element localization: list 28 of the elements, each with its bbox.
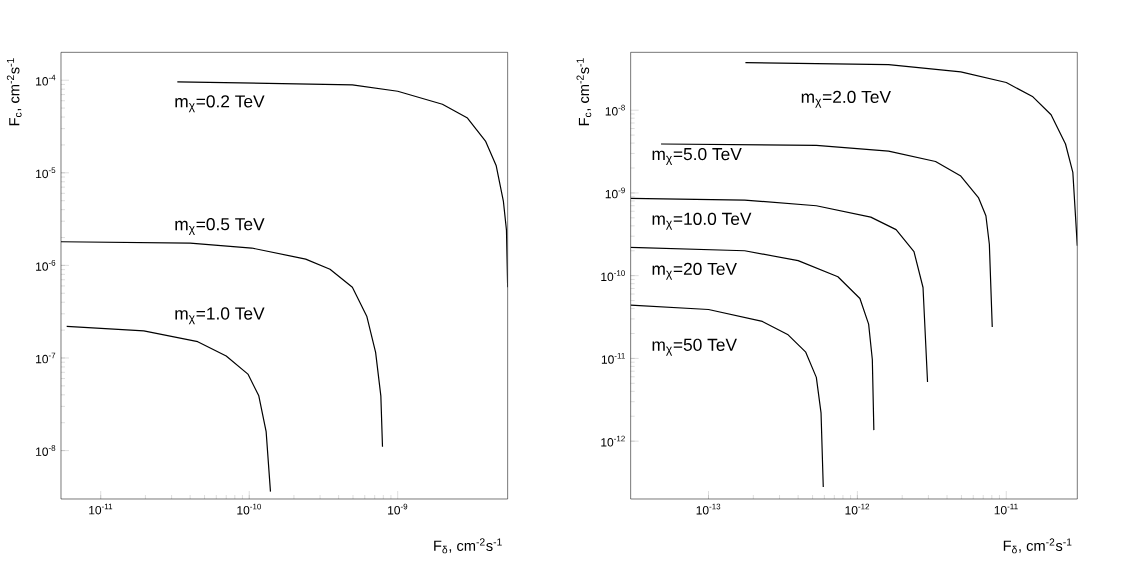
- y-tick-label: 10$^{-7}$: [36, 352, 56, 364]
- y-tick-label: 10$^{-5}$: [36, 167, 56, 179]
- x-tick-label: 10$^{-10}$: [237, 503, 262, 515]
- y-tick-label: 10$^{-6}$: [36, 260, 56, 271]
- series-label: m$_{χ}$=1.0 TeV: [175, 307, 265, 325]
- x-tick-label: 10$^{-11}$: [994, 503, 1018, 515]
- y-tick-label: 10$^{-12}$: [601, 435, 625, 447]
- x-axis-title: F$_{δ}$, cm$^{-2}$s$^{-1}$: [1003, 538, 1072, 554]
- series-label: m$_{χ}$=2.0 TeV: [801, 90, 891, 108]
- y-axis-title: F$_{c}$, cm$^{-2}$s$^{-1}$: [6, 58, 22, 126]
- y-axis-title: F$_{c}$, cm$^{-2}$s$^{-1}$: [576, 58, 592, 126]
- series-label: m$_{χ}$=50 TeV: [652, 338, 737, 356]
- x-tick-label: 10$^{-13}$: [696, 503, 721, 515]
- y-tick-label: 10$^{-10}$: [601, 270, 625, 282]
- x-tick-label: 10$^{-12}$: [845, 503, 870, 515]
- y-tick-label: 10$^{-4}$: [36, 74, 56, 86]
- series-label: m$_{χ}$=0.2 TeV: [175, 95, 265, 113]
- x-tick-label: 10$^{-11}$: [89, 503, 113, 515]
- series-label: m$_{χ}$=0.5 TeV: [175, 218, 265, 236]
- series-label: m$_{χ}$=20 TeV: [652, 262, 737, 280]
- y-tick-label: 10$^{-9}$: [605, 187, 625, 199]
- x-tick-label: 10$^{-9}$: [388, 503, 408, 515]
- series-label: m$_{χ}$=10.0 TeV: [652, 212, 752, 230]
- series-label: m$_{χ}$=5.0 TeV: [652, 147, 742, 165]
- x-axis-title: F$_{δ}$, cm$^{-2}$s$^{-1}$: [434, 538, 502, 554]
- y-tick-label: 10$^{-8}$: [36, 445, 56, 456]
- y-tick-label: 10$^{-11}$: [601, 353, 625, 364]
- y-tick-label: 10$^{-8}$: [605, 104, 625, 116]
